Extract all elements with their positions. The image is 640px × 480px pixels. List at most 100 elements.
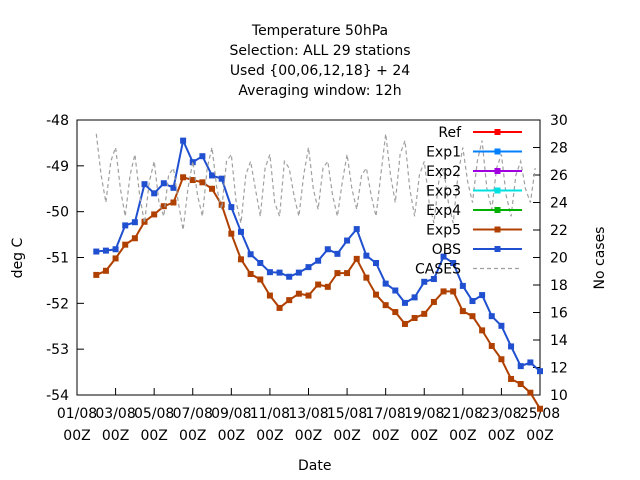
y2-axis-ticks: 30 28 26 24 22 20 18 16 14 12 10 bbox=[533, 113, 568, 404]
y2-tick-label: 12 bbox=[550, 361, 568, 377]
y2-tick-label: 14 bbox=[550, 333, 568, 349]
data-point bbox=[189, 159, 196, 166]
series-line-cases bbox=[95, 133, 536, 231]
x-tick-label-hour: 00Z bbox=[102, 428, 129, 444]
data-point bbox=[266, 269, 273, 276]
data-point bbox=[440, 253, 447, 260]
data-point bbox=[228, 230, 235, 237]
title-line-3: Used {00,06,12,18} + 24 bbox=[230, 63, 410, 79]
title-line-1: Temperature 50hPa bbox=[251, 23, 388, 39]
data-point bbox=[102, 247, 109, 254]
x-tick-label-date: 03/08 bbox=[95, 406, 135, 422]
title-line-2: Selection: ALL 29 stations bbox=[229, 43, 410, 59]
series-exp5 bbox=[93, 174, 543, 412]
y2-axis-label: No cases bbox=[592, 227, 608, 290]
data-point bbox=[315, 281, 322, 288]
legend-marker-exp2 bbox=[494, 168, 501, 174]
y2-tick-label: 20 bbox=[550, 251, 568, 267]
y-axis-label: deg C bbox=[10, 237, 26, 278]
y-axis-ticks: -48 -49 -50 -51 -52 -53 -54 bbox=[46, 113, 84, 404]
legend-label-exp5: Exp5 bbox=[426, 223, 461, 239]
y2-tick-label: 28 bbox=[550, 141, 568, 157]
legend-label-cases: CASES bbox=[415, 262, 461, 278]
data-point bbox=[353, 226, 360, 233]
data-point bbox=[373, 260, 380, 266]
data-point bbox=[498, 356, 505, 363]
y-tick-label: -51 bbox=[46, 251, 69, 267]
data-point bbox=[430, 298, 437, 305]
data-point bbox=[537, 368, 543, 375]
y2-tick-label: 30 bbox=[550, 113, 568, 129]
x-tick-label-hour: 00Z bbox=[218, 428, 245, 444]
data-point bbox=[180, 174, 187, 181]
y2-tick-label: 24 bbox=[550, 196, 568, 212]
data-point bbox=[170, 199, 177, 206]
data-point bbox=[450, 260, 457, 266]
data-point bbox=[199, 153, 206, 160]
data-point bbox=[122, 222, 129, 229]
title-line-4: Averaging window: 12h bbox=[238, 83, 401, 99]
data-point bbox=[508, 375, 515, 382]
data-point bbox=[228, 204, 235, 211]
data-point bbox=[488, 313, 495, 320]
y-tick-label: -54 bbox=[46, 388, 69, 404]
legend-marker-ref bbox=[494, 129, 501, 135]
data-point bbox=[401, 299, 408, 306]
data-point bbox=[295, 290, 302, 297]
data-point bbox=[112, 246, 119, 253]
data-point bbox=[180, 137, 187, 144]
data-point bbox=[131, 219, 138, 226]
data-point bbox=[508, 343, 515, 350]
data-point bbox=[209, 185, 216, 192]
data-point bbox=[382, 302, 389, 309]
data-point bbox=[411, 294, 418, 301]
data-point bbox=[276, 269, 283, 276]
data-point bbox=[170, 184, 177, 191]
legend-label-exp2: Exp2 bbox=[426, 164, 461, 180]
data-point bbox=[102, 267, 109, 274]
data-point bbox=[421, 310, 428, 317]
x-tick-label-hour: 00Z bbox=[372, 428, 399, 444]
data-point bbox=[199, 179, 206, 186]
data-point bbox=[295, 269, 302, 276]
x-tick-label-date: 19/08 bbox=[404, 406, 444, 422]
x-tick-label-date: 13/08 bbox=[288, 406, 328, 422]
data-point bbox=[324, 283, 331, 290]
data-point bbox=[189, 177, 196, 184]
data-point bbox=[392, 287, 399, 294]
legend-marker-exp4 bbox=[494, 207, 501, 213]
data-point bbox=[430, 276, 437, 283]
data-point bbox=[218, 175, 225, 182]
data-point bbox=[334, 250, 341, 257]
data-point bbox=[421, 278, 428, 285]
data-point bbox=[488, 342, 495, 349]
x-axis-ticks: 01/08 00Z 03/08 00Z 05/08 00Z 07/08 00Z 09/08 00Z… bbox=[57, 388, 560, 444]
x-tick-label-hour: 00Z bbox=[526, 428, 553, 444]
y-tick-label: -53 bbox=[46, 342, 69, 358]
x-tick-label-hour: 00Z bbox=[179, 428, 206, 444]
data-point bbox=[305, 264, 312, 271]
series-layer bbox=[93, 133, 543, 412]
data-point bbox=[122, 241, 129, 248]
x-tick-label-date: 01/08 bbox=[57, 406, 97, 422]
data-point bbox=[469, 313, 476, 320]
data-point bbox=[93, 271, 100, 278]
y2-tick-label: 18 bbox=[550, 278, 568, 294]
series-line-obs bbox=[96, 137, 541, 372]
data-point bbox=[257, 276, 264, 283]
series-obs bbox=[93, 137, 543, 375]
y2-tick-label: 26 bbox=[550, 168, 568, 184]
data-point bbox=[498, 322, 505, 329]
x-tick-label-hour: 00Z bbox=[488, 428, 515, 444]
y-tick-label: -49 bbox=[46, 159, 69, 175]
x-tick-label-hour: 00Z bbox=[63, 428, 90, 444]
data-point bbox=[479, 327, 486, 334]
legend: Ref Exp1 Exp2 Exp3 Exp4 Exp5 OBS CASES bbox=[415, 125, 522, 278]
data-point bbox=[401, 320, 408, 327]
data-point bbox=[151, 190, 158, 197]
data-point bbox=[373, 291, 380, 298]
data-point bbox=[305, 292, 312, 299]
data-point bbox=[382, 280, 389, 287]
data-point bbox=[141, 181, 148, 188]
